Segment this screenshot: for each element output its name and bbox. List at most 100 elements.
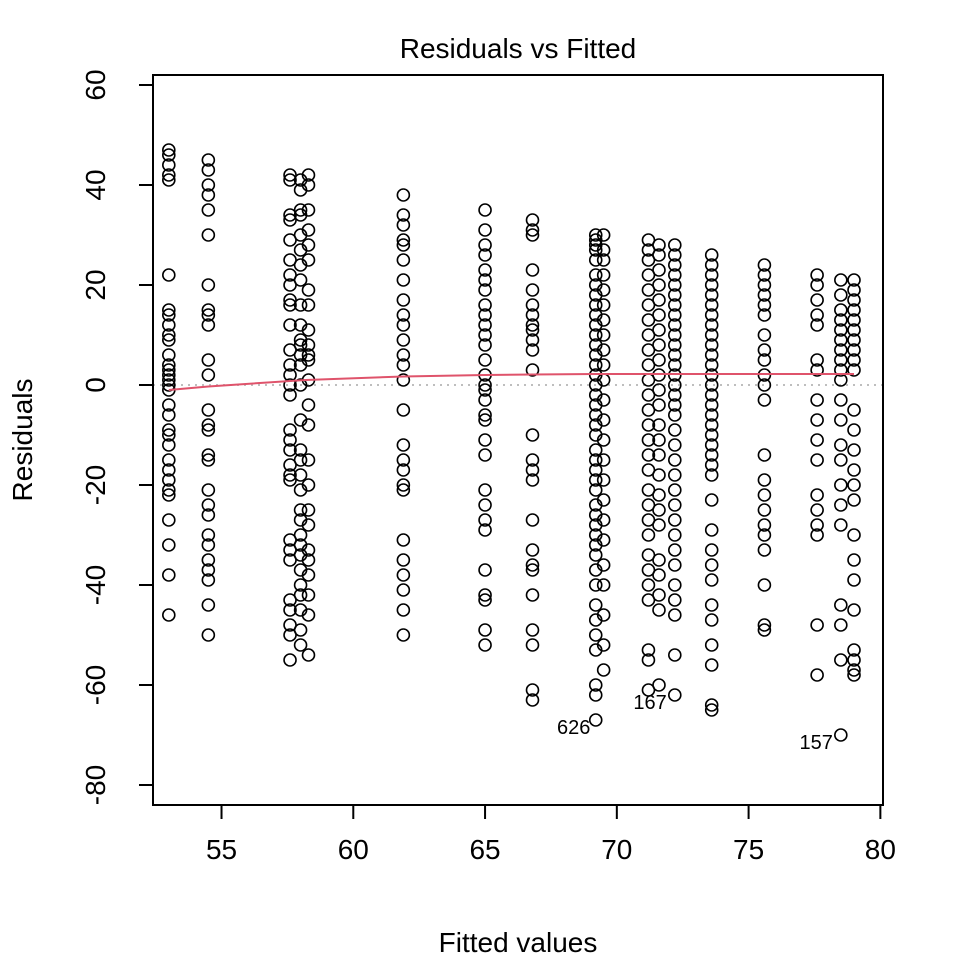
data-point [652, 323, 666, 337]
data-point [596, 393, 611, 407]
data-point [525, 693, 540, 707]
data-point [396, 603, 411, 617]
data-point [396, 568, 411, 582]
data-point [704, 418, 719, 432]
data-point [834, 728, 848, 742]
data-point [847, 343, 861, 357]
data-point [301, 253, 316, 267]
data-point [588, 483, 603, 497]
data-point [396, 483, 411, 497]
data-point [588, 453, 603, 467]
y-tick-label: -20 [80, 465, 111, 505]
data-point [301, 608, 316, 622]
data-point [162, 408, 176, 422]
data-point [301, 323, 316, 337]
chart-title: Residuals vs Fitted [400, 33, 637, 64]
data-point [478, 298, 492, 312]
data-point [162, 463, 176, 477]
data-point [396, 253, 411, 267]
data-point [652, 503, 666, 517]
data-point [641, 528, 656, 542]
data-point [201, 573, 216, 587]
data-point [478, 308, 492, 322]
data-point [847, 293, 861, 307]
data-point [668, 248, 682, 262]
data-point [847, 653, 861, 667]
data-point [847, 668, 861, 682]
data-point [757, 308, 772, 322]
data-point [704, 658, 719, 672]
data-point [847, 273, 861, 287]
data-point [283, 298, 297, 312]
data-point [396, 358, 411, 372]
data-point [757, 278, 772, 292]
data-point [162, 513, 176, 527]
data-point [588, 678, 603, 692]
data-point [588, 328, 603, 342]
data-point [525, 318, 540, 332]
data-point [834, 478, 848, 492]
data-point [668, 498, 682, 512]
data-point [704, 258, 719, 272]
data-point [757, 448, 772, 462]
data-point [478, 623, 492, 637]
data-point [396, 478, 411, 492]
y-tick-label: 40 [80, 169, 111, 200]
data-point [162, 438, 176, 452]
data-point [668, 298, 682, 312]
data-point [396, 238, 411, 252]
data-point [478, 273, 492, 287]
data-point [588, 598, 603, 612]
data-point [588, 463, 603, 477]
data-point [596, 608, 611, 622]
data-point [201, 418, 216, 432]
data-point [283, 388, 297, 402]
data-point [704, 378, 719, 392]
point-label: 626 [557, 717, 590, 739]
data-point [396, 273, 411, 287]
data-point [704, 318, 719, 332]
data-point [396, 318, 411, 332]
data-point [704, 468, 719, 482]
data-point [810, 318, 824, 332]
data-point [596, 228, 611, 242]
data-point [201, 528, 216, 542]
y-tick-label: 20 [80, 269, 111, 300]
data-point [810, 293, 824, 307]
data-point [834, 598, 848, 612]
data-point [301, 298, 316, 312]
data-point [525, 363, 540, 377]
data-point [162, 608, 176, 622]
data-point [668, 258, 682, 272]
data-point [596, 243, 611, 257]
data-point [396, 373, 411, 387]
data-point [301, 178, 316, 192]
data-point [668, 688, 682, 702]
data-point [525, 308, 540, 322]
data-point [293, 273, 308, 287]
data-point [834, 413, 848, 427]
data-point [201, 203, 216, 217]
data-point [847, 528, 861, 542]
data-point [652, 293, 666, 307]
data-point [596, 433, 611, 447]
data-point [704, 338, 719, 352]
x-tick-label: 65 [469, 834, 500, 865]
data-point [478, 203, 492, 217]
data-point [810, 453, 824, 467]
data-point [478, 483, 492, 497]
data-point [162, 143, 176, 157]
data-point [396, 293, 411, 307]
data-point [478, 263, 492, 277]
data-point [810, 518, 824, 532]
data-point [668, 468, 682, 482]
data-point [283, 378, 297, 392]
data-point [757, 298, 772, 312]
data-point [283, 653, 297, 667]
data-point [704, 573, 719, 587]
data-point [847, 313, 861, 327]
data-point [847, 553, 861, 567]
data-point [201, 553, 216, 567]
data-point [283, 443, 297, 457]
data-point [757, 578, 772, 592]
